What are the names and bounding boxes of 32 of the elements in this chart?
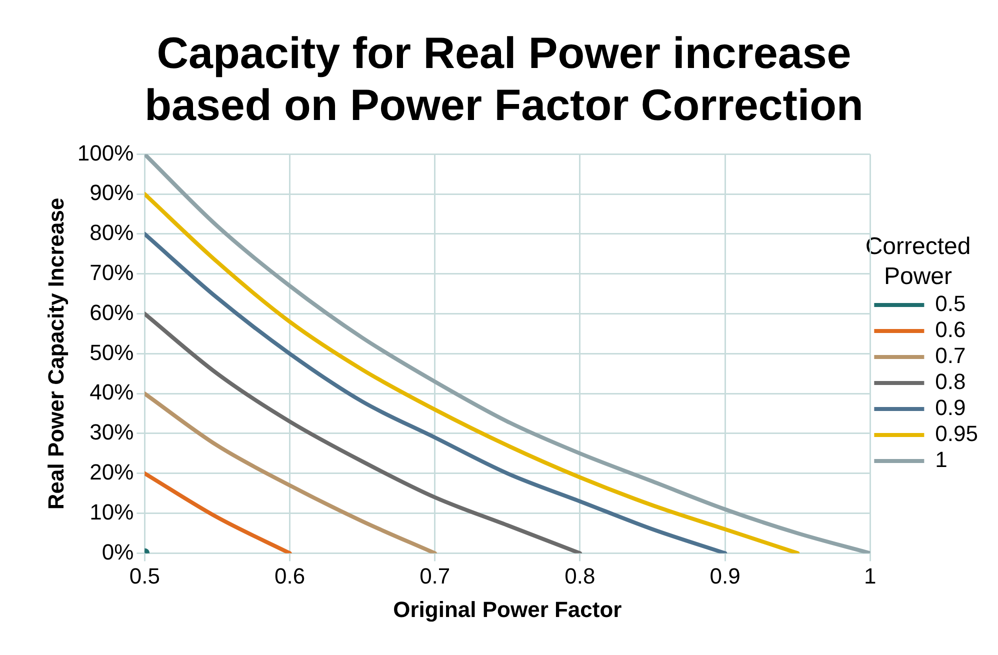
y-tick-label: 20% — [90, 459, 134, 484]
y-axis-title: Real Power Capacity Increase — [43, 198, 68, 510]
x-tick-label: 1 — [864, 563, 876, 588]
line-series — [144, 232, 728, 554]
legend-label: 0.6 — [935, 317, 966, 342]
legend-label: 0.7 — [935, 343, 966, 368]
line-series — [144, 392, 437, 554]
line-series — [144, 312, 582, 554]
chart-title: Capacity for Real Power increase based on Power Factor Correction — [144, 28, 864, 132]
y-tick-label: 0% — [102, 539, 134, 564]
x-tick-label: 0.9 — [710, 563, 740, 588]
x-tick-label: 0.7 — [420, 563, 450, 588]
x-tick-label: 0.6 — [274, 563, 306, 588]
legend-title: Corrected Power — [864, 232, 972, 292]
y-tick-label: 50% — [90, 340, 134, 365]
y-tick-label: 60% — [90, 300, 134, 325]
line-series — [144, 192, 800, 554]
y-tick-label: 100% — [77, 140, 134, 166]
x-tick-label: 0.5 — [129, 563, 160, 588]
y-tick-label: 80% — [90, 220, 134, 246]
y-tick-label: 40% — [90, 380, 134, 405]
legend-label: 1 — [935, 447, 948, 472]
y-tick-label: 10% — [90, 499, 134, 524]
x-axis-title: Original Power Factor — [393, 596, 622, 622]
y-tick-label: 90% — [90, 180, 134, 206]
y-tick-label: 30% — [90, 420, 134, 445]
legend-label: 0.95 — [935, 421, 978, 446]
legend-label: 0.5 — [935, 291, 966, 316]
y-tick-label: 70% — [90, 260, 134, 285]
x-tick-label: 0.8 — [564, 563, 596, 588]
legend-label: 0.8 — [935, 369, 966, 394]
legend-label: 0.9 — [935, 395, 966, 420]
